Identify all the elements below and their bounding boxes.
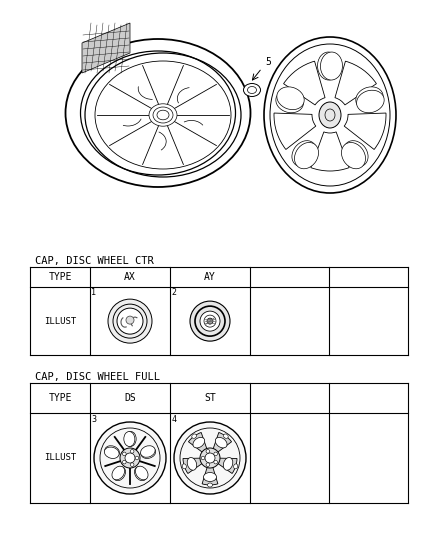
Circle shape [205,453,215,463]
Ellipse shape [204,472,216,481]
Circle shape [108,299,152,343]
Ellipse shape [344,141,368,166]
Ellipse shape [135,466,148,480]
Ellipse shape [215,438,227,448]
Ellipse shape [233,464,238,469]
Circle shape [200,311,220,331]
Text: ILLUST: ILLUST [44,317,76,326]
Ellipse shape [318,52,339,80]
Ellipse shape [223,434,228,438]
Ellipse shape [124,432,135,447]
Circle shape [135,456,139,460]
Ellipse shape [81,51,236,175]
Circle shape [117,308,143,334]
Ellipse shape [208,483,212,487]
Wedge shape [274,113,316,149]
Circle shape [131,449,134,453]
Circle shape [201,456,205,460]
Ellipse shape [112,466,125,480]
Text: CAP, DISC WHEEL FULL: CAP, DISC WHEEL FULL [35,372,160,382]
Text: 2: 2 [172,288,177,297]
Circle shape [120,448,140,468]
Ellipse shape [319,102,341,128]
Ellipse shape [357,90,384,113]
Circle shape [206,463,210,466]
Ellipse shape [113,467,126,481]
Wedge shape [183,458,203,473]
Circle shape [123,461,126,464]
Circle shape [207,318,213,324]
Ellipse shape [182,464,187,469]
Ellipse shape [356,87,383,110]
Ellipse shape [141,447,155,458]
Circle shape [174,422,246,494]
Circle shape [131,463,134,466]
Ellipse shape [294,142,318,169]
Wedge shape [202,466,218,485]
Text: 3: 3 [92,415,96,424]
Ellipse shape [104,447,119,458]
Text: TYPE: TYPE [48,393,72,403]
Circle shape [126,316,134,324]
Circle shape [214,452,217,456]
Wedge shape [335,61,376,105]
Ellipse shape [244,84,261,96]
Ellipse shape [134,467,147,481]
Text: AX: AX [124,272,136,282]
Circle shape [206,449,210,453]
Ellipse shape [276,90,304,113]
Circle shape [200,448,220,468]
Circle shape [94,422,166,494]
Ellipse shape [141,446,155,457]
Wedge shape [188,432,207,453]
Ellipse shape [105,446,120,457]
Text: 1: 1 [92,288,96,297]
Text: ST: ST [204,393,216,403]
Circle shape [123,452,126,456]
Circle shape [125,453,135,463]
Text: 5: 5 [265,57,271,67]
Wedge shape [283,61,325,105]
Ellipse shape [192,434,197,438]
Text: DS: DS [124,393,136,403]
Ellipse shape [193,438,205,448]
Text: ILLUST: ILLUST [44,454,76,463]
Ellipse shape [277,87,304,110]
Circle shape [214,461,217,464]
Wedge shape [213,432,232,453]
Circle shape [190,301,230,341]
Ellipse shape [125,432,136,447]
Ellipse shape [342,142,365,169]
Text: CAP, DISC WHEEL CTR: CAP, DISC WHEEL CTR [35,256,154,266]
Ellipse shape [223,457,233,470]
Ellipse shape [321,52,343,80]
Text: TYPE: TYPE [48,272,72,282]
Wedge shape [311,132,349,171]
Text: AY: AY [204,272,216,282]
Ellipse shape [149,104,177,126]
Ellipse shape [292,141,316,166]
Wedge shape [344,113,386,149]
Polygon shape [82,23,130,73]
Ellipse shape [264,37,396,193]
Text: 4: 4 [172,415,177,424]
Wedge shape [217,458,237,473]
Ellipse shape [187,457,197,470]
